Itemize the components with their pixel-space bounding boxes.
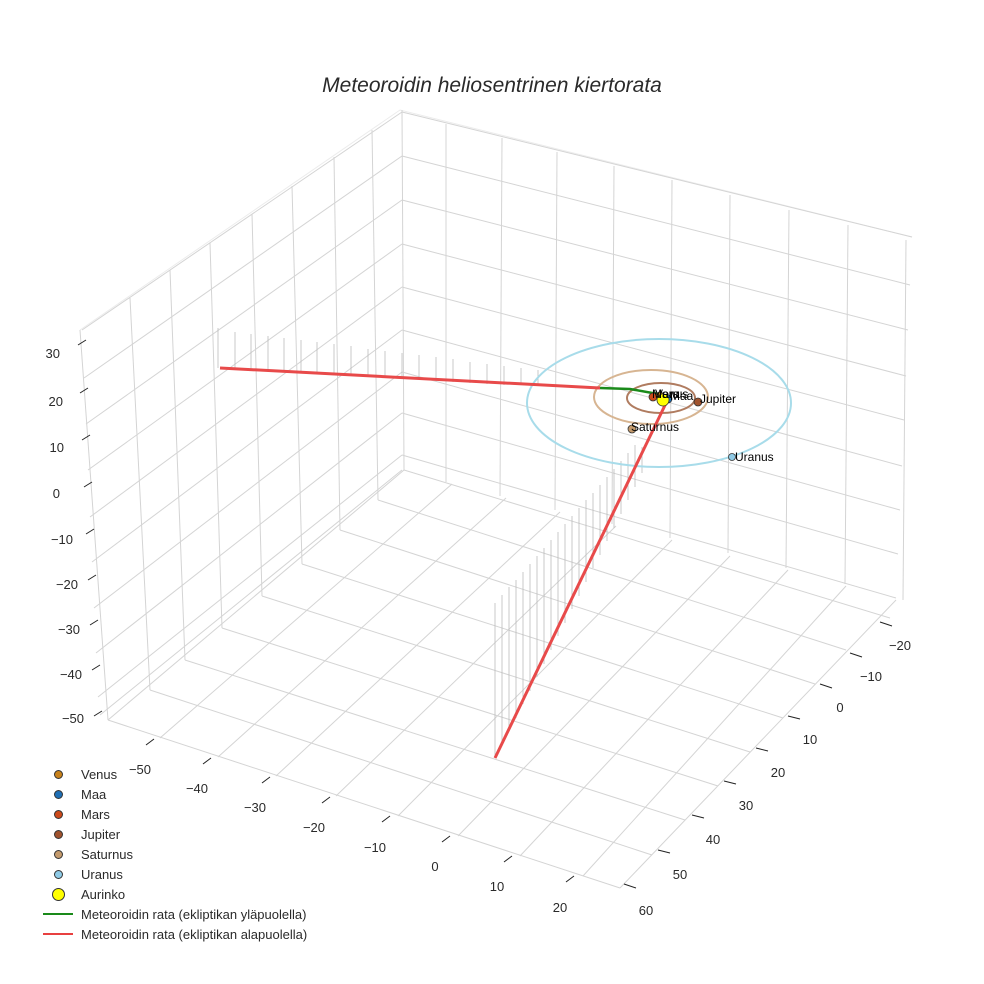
floor-grid	[107, 469, 897, 889]
x-tick-label: −20	[303, 820, 325, 835]
legend-label: Uranus	[81, 866, 123, 882]
legend-item[interactable]: Maa	[38, 784, 307, 804]
y-axis-ticks: −20 −10 0 10 20 30 40 50 60	[639, 638, 911, 918]
x-tick-label: −50	[129, 762, 151, 777]
legend-item[interactable]: Saturnus	[38, 844, 307, 864]
legend-label: Venus	[81, 766, 118, 782]
legend-label: Jupiter	[81, 826, 121, 842]
x-tick-label: −10	[364, 840, 386, 855]
legend-label: Mars	[81, 806, 110, 822]
chart-title: Meteoroidin heliosentrinen kiertorata	[322, 74, 662, 97]
trajectory-below-ecliptic[interactable]	[219, 366, 601, 390]
legend-label: Meteoroidin rata (ekliptikan alapuolella…	[81, 926, 308, 942]
legend-marker-icon	[38, 789, 78, 799]
y-tick-label: 60	[639, 903, 653, 918]
saturnus-orbit	[593, 369, 709, 425]
legend-item[interactable]: Jupiter	[38, 824, 307, 844]
uranus-orbit	[526, 338, 792, 468]
y-tick-label: 0	[836, 700, 843, 715]
legend-label: Meteoroidin rata (ekliptikan yläpuolella…	[81, 906, 307, 922]
z-tick-label: −10	[51, 532, 73, 547]
z-tick-label: 30	[46, 346, 60, 361]
legend-line-icon	[38, 933, 78, 935]
x-tick-label: 0	[431, 859, 438, 874]
marker-saturnus	[627, 424, 637, 434]
legend-item[interactable]: Uranus	[38, 864, 307, 884]
legend-label: Saturnus	[81, 846, 134, 862]
y-tick-label: 30	[739, 798, 753, 813]
z-tick-label: −50	[62, 711, 84, 726]
y-tick-label: −20	[889, 638, 911, 653]
legend-item[interactable]: Meteoroidin rata (ekliptikan yläpuolella…	[38, 904, 307, 924]
legend-marker-icon	[38, 829, 78, 839]
marker-uranus	[728, 453, 736, 461]
legend-item[interactable]: Meteoroidin rata (ekliptikan alapuolella…	[38, 924, 307, 944]
z-tick-label: 0	[53, 486, 60, 501]
x-tick-label: 20	[553, 900, 567, 915]
x-tick-label: −30	[244, 800, 266, 815]
planet-label: Mars	[652, 387, 679, 401]
legend-item[interactable]: Aurinko	[38, 884, 307, 904]
planet-label: Venus	[655, 387, 688, 401]
z-tick-label: 20	[49, 394, 63, 409]
legend-marker-icon	[38, 769, 78, 779]
y-tick-label: 20	[771, 765, 785, 780]
marker-jupiter	[693, 397, 703, 407]
x-tick-label: 10	[490, 879, 504, 894]
y-tick-label: 10	[803, 732, 817, 747]
planet-label: Saturnus	[631, 420, 679, 434]
y-tick-label: −10	[860, 669, 882, 684]
left-wall-grid	[79, 111, 403, 721]
trajectory-below-ecliptic-2[interactable]	[493, 398, 670, 759]
legend-marker-icon	[38, 849, 78, 859]
legend-item[interactable]: Mars	[38, 804, 307, 824]
planet-markers[interactable]	[627, 391, 736, 461]
x-axis-ticks: −50 −40 −30 −20 −10 0 10 20	[129, 762, 567, 915]
marker-aurinko	[656, 393, 670, 407]
legend-marker-icon	[38, 869, 78, 879]
trajectory-above-ecliptic[interactable]	[599, 386, 659, 396]
z-tick-label: 10	[50, 440, 64, 455]
legend: Venus Maa Mars Jupiter Saturnus Uranus Aurinko…	[38, 764, 307, 944]
z-tick-label: −30	[58, 622, 80, 637]
legend-label: Aurinko	[81, 886, 126, 902]
legend-line-icon	[38, 913, 78, 915]
grid-lines	[79, 109, 913, 889]
planet-label: Uranus	[735, 450, 774, 464]
z-tick-label: −40	[60, 667, 82, 682]
y-tick-label: 40	[706, 832, 720, 847]
drop-lines	[217, 328, 643, 758]
legend-item[interactable]: Venus	[38, 764, 307, 784]
planet-label: Maa	[670, 389, 694, 403]
tick-marks	[77, 339, 893, 889]
legend-label: Maa	[81, 786, 107, 802]
z-axis-ticks: 30 20 10 0 −10 −20 −30 −40 −50	[46, 346, 84, 726]
x-tick-label: −40	[186, 781, 208, 796]
z-tick-label: −20	[56, 577, 78, 592]
planet-label: Jupiter	[700, 392, 736, 406]
right-wall-grid	[401, 109, 913, 601]
y-tick-label: 50	[673, 867, 687, 882]
legend-marker-icon	[38, 887, 78, 901]
legend-marker-icon	[38, 809, 78, 819]
